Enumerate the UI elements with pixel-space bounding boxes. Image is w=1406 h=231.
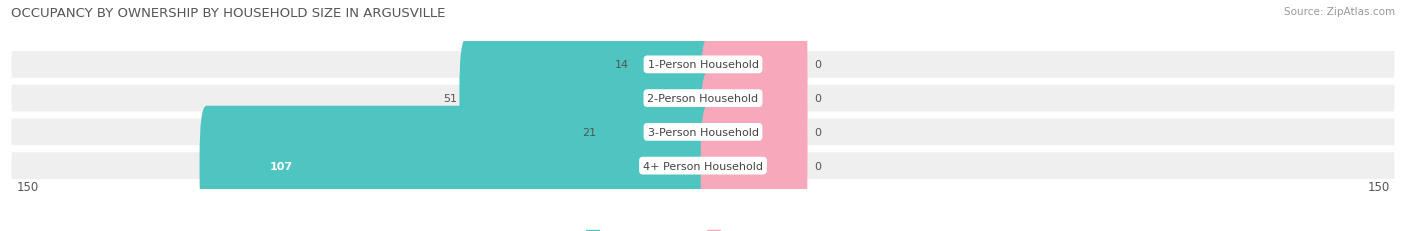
Text: 0: 0: [814, 161, 821, 171]
Text: 1-Person Household: 1-Person Household: [648, 60, 758, 70]
Text: Source: ZipAtlas.com: Source: ZipAtlas.com: [1284, 7, 1395, 17]
Text: 14: 14: [614, 60, 628, 70]
Text: 3-Person Household: 3-Person Household: [648, 127, 758, 137]
Text: 0: 0: [814, 127, 821, 137]
FancyBboxPatch shape: [200, 106, 710, 225]
FancyBboxPatch shape: [700, 39, 807, 158]
Text: 150: 150: [17, 180, 38, 193]
Text: 107: 107: [270, 161, 292, 171]
Text: 150: 150: [1368, 180, 1389, 193]
Text: 4+ Person Household: 4+ Person Household: [643, 161, 763, 171]
Legend: Owner-occupied, Renter-occupied: Owner-occupied, Renter-occupied: [586, 230, 820, 231]
FancyBboxPatch shape: [631, 6, 710, 125]
FancyBboxPatch shape: [700, 73, 807, 192]
FancyBboxPatch shape: [11, 85, 1395, 112]
Text: OCCUPANCY BY OWNERSHIP BY HOUSEHOLD SIZE IN ARGUSVILLE: OCCUPANCY BY OWNERSHIP BY HOUSEHOLD SIZE…: [11, 7, 446, 20]
FancyBboxPatch shape: [599, 73, 710, 192]
Text: 0: 0: [814, 94, 821, 104]
FancyBboxPatch shape: [700, 6, 807, 125]
Text: 2-Person Household: 2-Person Household: [647, 94, 759, 104]
Text: 0: 0: [814, 60, 821, 70]
FancyBboxPatch shape: [11, 119, 1395, 146]
Text: 51: 51: [443, 94, 457, 104]
FancyBboxPatch shape: [700, 106, 807, 225]
FancyBboxPatch shape: [11, 153, 1395, 179]
FancyBboxPatch shape: [11, 52, 1395, 78]
FancyBboxPatch shape: [460, 39, 710, 158]
Text: 21: 21: [582, 127, 596, 137]
